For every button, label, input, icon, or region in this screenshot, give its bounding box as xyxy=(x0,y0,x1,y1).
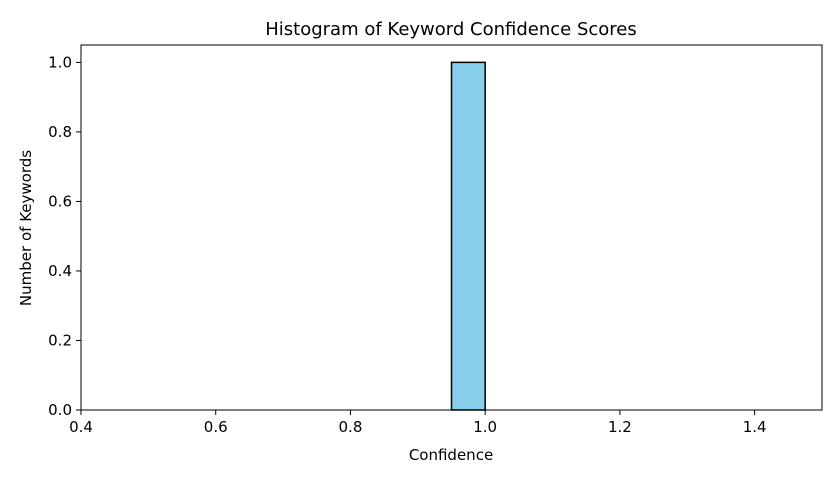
y-tick-label: 0.4 xyxy=(48,262,72,280)
x-axis-label: Confidence xyxy=(409,446,493,464)
histogram-bar xyxy=(450,61,486,411)
y-tick-label: 0.6 xyxy=(48,192,72,210)
x-tick-label: 1.4 xyxy=(743,418,767,436)
x-tick-label: 0.8 xyxy=(339,418,363,436)
y-tick-label: 1.0 xyxy=(48,53,72,71)
y-tick-label: 0.2 xyxy=(48,331,72,349)
x-tick-label: 0.6 xyxy=(204,418,228,436)
x-tick-label: 1.2 xyxy=(608,418,632,436)
axes-layer xyxy=(80,44,823,411)
chart-title: Histogram of Keyword Confidence Scores xyxy=(265,19,637,40)
y-tick-label: 0.0 xyxy=(48,401,72,419)
ticks-layer: 0.4 0.6 0.8 1.0 1.2 1.4 0.0 0.2 0.4 0.6 0.8 1.0 xyxy=(48,53,766,436)
plot-frame xyxy=(80,44,823,411)
y-tick-label: 0.8 xyxy=(48,123,72,141)
y-axis-label: Number of Keywords xyxy=(17,150,35,306)
x-tick-label: 1.0 xyxy=(473,418,497,436)
bars-layer xyxy=(450,61,486,411)
x-tick-label: 0.4 xyxy=(69,418,93,436)
